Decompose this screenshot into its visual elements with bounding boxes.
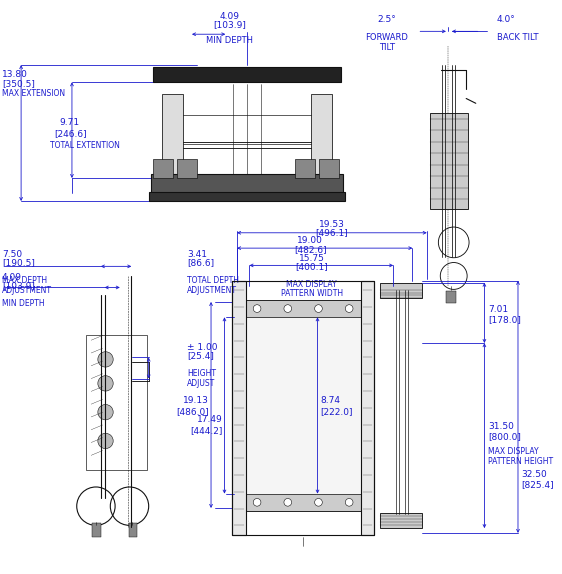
Text: [190.5]: [190.5] bbox=[2, 258, 35, 267]
Text: 9.71: 9.71 bbox=[60, 118, 80, 127]
Text: BACK TILT: BACK TILT bbox=[497, 33, 538, 42]
Circle shape bbox=[98, 405, 113, 420]
Bar bbox=[153, 67, 341, 82]
Text: 32.50: 32.50 bbox=[521, 470, 547, 479]
Bar bbox=[232, 281, 374, 535]
Circle shape bbox=[98, 376, 113, 391]
Text: MIN DEPTH: MIN DEPTH bbox=[206, 36, 253, 45]
Text: [444.2]: [444.2] bbox=[190, 426, 223, 435]
Bar bbox=[232, 281, 246, 535]
Text: 3.41: 3.41 bbox=[187, 250, 207, 259]
Bar bbox=[246, 494, 361, 511]
Bar bbox=[296, 159, 315, 178]
Text: TOTAL EXTENTION: TOTAL EXTENTION bbox=[50, 141, 120, 150]
Text: [800.0]: [800.0] bbox=[488, 432, 521, 441]
Text: [86.6]: [86.6] bbox=[187, 258, 214, 267]
Text: 7.01: 7.01 bbox=[488, 305, 509, 313]
Bar bbox=[153, 159, 173, 178]
Text: [246.6]: [246.6] bbox=[55, 130, 87, 138]
Bar bbox=[311, 94, 332, 177]
Text: HEIGHT: HEIGHT bbox=[187, 369, 216, 378]
Bar bbox=[446, 291, 456, 303]
Circle shape bbox=[284, 498, 292, 506]
Text: 8.74: 8.74 bbox=[320, 396, 341, 405]
Circle shape bbox=[315, 305, 322, 312]
Text: 2.5°: 2.5° bbox=[377, 15, 396, 24]
Text: ADJUSTMENT: ADJUSTMENT bbox=[187, 285, 237, 294]
Bar bbox=[380, 282, 422, 298]
Text: 4.09: 4.09 bbox=[2, 273, 22, 282]
Text: MAX DISPLAY: MAX DISPLAY bbox=[287, 280, 337, 289]
Text: ± 1.00: ± 1.00 bbox=[187, 343, 217, 352]
Text: [400.1]: [400.1] bbox=[296, 262, 328, 271]
Bar bbox=[151, 174, 343, 193]
Circle shape bbox=[253, 305, 261, 312]
Text: [496.1]: [496.1] bbox=[315, 228, 348, 238]
Text: 19.53: 19.53 bbox=[319, 220, 345, 229]
Bar bbox=[361, 281, 374, 535]
Text: [825.4]: [825.4] bbox=[521, 480, 554, 489]
Text: [103.9]: [103.9] bbox=[214, 21, 246, 29]
Bar bbox=[87, 335, 147, 470]
Circle shape bbox=[284, 305, 292, 312]
Circle shape bbox=[345, 305, 353, 312]
Text: TOTAL DEPTH: TOTAL DEPTH bbox=[187, 276, 239, 285]
Text: 17.49: 17.49 bbox=[197, 416, 223, 424]
Text: MAX EXTENSION: MAX EXTENSION bbox=[2, 89, 65, 98]
Text: 13.80: 13.80 bbox=[2, 70, 28, 79]
Bar bbox=[92, 523, 101, 537]
Bar bbox=[246, 317, 361, 494]
Bar bbox=[246, 300, 361, 317]
Bar bbox=[129, 523, 137, 537]
Circle shape bbox=[98, 433, 113, 449]
Text: 31.50: 31.50 bbox=[488, 421, 514, 430]
Circle shape bbox=[315, 498, 322, 506]
Bar bbox=[178, 159, 197, 178]
Text: 19.13: 19.13 bbox=[183, 396, 209, 405]
Text: [25.4]: [25.4] bbox=[187, 351, 214, 360]
Text: [103.9]: [103.9] bbox=[2, 281, 35, 290]
Circle shape bbox=[345, 498, 353, 506]
Text: TILT: TILT bbox=[379, 43, 395, 52]
Text: ADJUST: ADJUST bbox=[187, 379, 215, 387]
Text: [482.6]: [482.6] bbox=[294, 245, 327, 254]
Text: 15.75: 15.75 bbox=[299, 254, 325, 262]
Text: 7.50: 7.50 bbox=[2, 250, 22, 259]
Text: [178.0]: [178.0] bbox=[488, 315, 521, 324]
Bar bbox=[162, 94, 183, 177]
Text: MIN DEPTH: MIN DEPTH bbox=[2, 299, 44, 308]
Text: 4.0°: 4.0° bbox=[497, 15, 515, 24]
Text: [222.0]: [222.0] bbox=[320, 407, 353, 416]
Text: MAX DISPLAY: MAX DISPLAY bbox=[488, 447, 539, 456]
Text: [350.5]: [350.5] bbox=[2, 80, 35, 88]
Bar bbox=[149, 192, 345, 201]
Text: 19.00: 19.00 bbox=[297, 236, 323, 245]
Bar bbox=[430, 113, 468, 209]
Bar bbox=[380, 513, 422, 528]
Bar bbox=[319, 159, 339, 178]
Circle shape bbox=[98, 352, 113, 367]
Text: MAX DEPTH: MAX DEPTH bbox=[2, 276, 47, 285]
Text: 4.09: 4.09 bbox=[220, 12, 240, 21]
Text: ADJUSTMENT: ADJUSTMENT bbox=[2, 285, 52, 294]
Text: PATTERN HEIGHT: PATTERN HEIGHT bbox=[488, 457, 554, 466]
Text: [486.0]: [486.0] bbox=[176, 407, 209, 416]
Text: FORWARD: FORWARD bbox=[365, 33, 408, 42]
Circle shape bbox=[253, 498, 261, 506]
Text: PATTERN WIDTH: PATTERN WIDTH bbox=[280, 289, 343, 298]
